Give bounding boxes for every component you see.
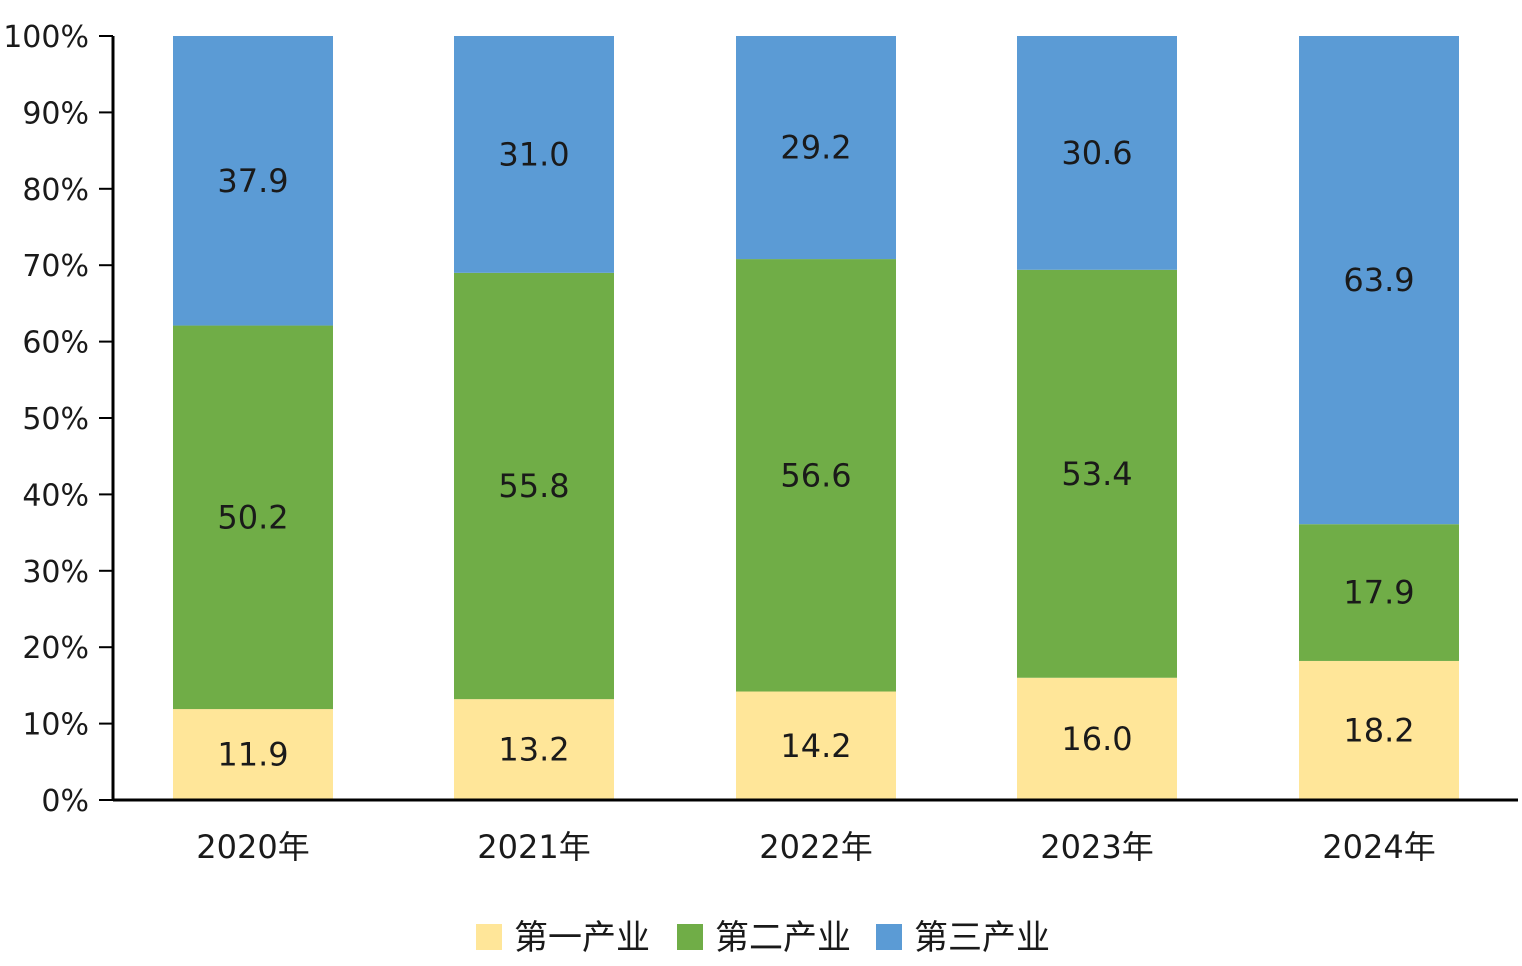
x-category-label: 2024年: [1322, 828, 1435, 866]
legend-swatch: [476, 924, 502, 950]
y-tick-label: 90%: [22, 96, 89, 131]
bar-segment-2-4: [1017, 269, 1177, 678]
data-label: 14.2: [780, 727, 851, 765]
bar-segment-3-4: [1017, 36, 1177, 270]
y-tick-label: 60%: [22, 326, 89, 361]
data-label: 18.2: [1343, 711, 1414, 749]
x-category-label: 2022年: [759, 828, 872, 866]
legend-item-1: 第一产业: [476, 918, 650, 958]
y-tick-label: 70%: [22, 249, 89, 284]
y-tick-label: 0%: [41, 784, 89, 819]
y-tick-label: 50%: [22, 402, 89, 437]
bar-segment-2-5: [1299, 524, 1459, 661]
data-label: 30.6: [1061, 134, 1132, 172]
bar-segment-3-5: [1299, 36, 1459, 525]
bar-segment-3-1: [173, 36, 333, 326]
data-label: 13.2: [498, 731, 569, 769]
axes-layer: 0% 10% 20% 30% 40% 50% 60% 70% 80% 90% 100% 2020年 20…: [3, 20, 1518, 866]
legend-swatch: [677, 924, 703, 950]
bars-layer: [173, 36, 1459, 800]
x-category-label: 2020年: [196, 828, 309, 866]
data-label: 37.9: [217, 162, 288, 200]
data-label: 29.2: [780, 129, 851, 167]
bar-segment-1-3: [736, 691, 896, 800]
y-tick-label: 20%: [22, 631, 89, 666]
y-tick-label: 100%: [3, 20, 89, 55]
x-category-label: 2021年: [477, 828, 590, 866]
data-label: 55.8: [498, 467, 569, 505]
data-labels-layer: 11.9 50.2 37.9 13.2 55.8 31.0 14.2 56.6 29.2 16.0…: [217, 129, 1414, 774]
data-label: 31.0: [498, 135, 569, 173]
legend: 第一产业 第二产业 第三产业: [476, 918, 1050, 958]
bar-segment-1-2: [454, 699, 614, 800]
legend-item-2: 第二产业: [677, 918, 851, 958]
legend-label: 第二产业: [715, 918, 851, 958]
y-tick-label: 40%: [22, 478, 89, 513]
bar-segment-2-1: [173, 325, 333, 710]
legend-swatch: [876, 924, 902, 950]
bar-segment-3-2: [454, 36, 614, 273]
bar-segment-3-3: [736, 36, 896, 260]
data-label: 17.9: [1343, 574, 1414, 612]
data-label: 11.9: [217, 736, 288, 774]
bar-segment-1-5: [1299, 660, 1459, 800]
data-label: 50.2: [217, 498, 288, 536]
x-category-label: 2023年: [1040, 828, 1153, 866]
data-label: 56.6: [780, 456, 851, 494]
bar-segment-1-1: [173, 709, 333, 800]
bar-segment-2-3: [736, 259, 896, 692]
y-tick-label: 30%: [22, 555, 89, 590]
bar-segment-2-2: [454, 272, 614, 700]
data-label: 63.9: [1343, 261, 1414, 299]
bar-segment-1-4: [1017, 677, 1177, 800]
legend-label: 第三产业: [914, 918, 1050, 958]
data-label: 16.0: [1061, 720, 1132, 758]
y-tick-label: 10%: [22, 708, 89, 743]
legend-item-3: 第三产业: [876, 918, 1050, 958]
y-tick-label: 80%: [22, 173, 89, 208]
data-label: 53.4: [1061, 455, 1132, 493]
legend-label: 第一产业: [514, 918, 650, 958]
